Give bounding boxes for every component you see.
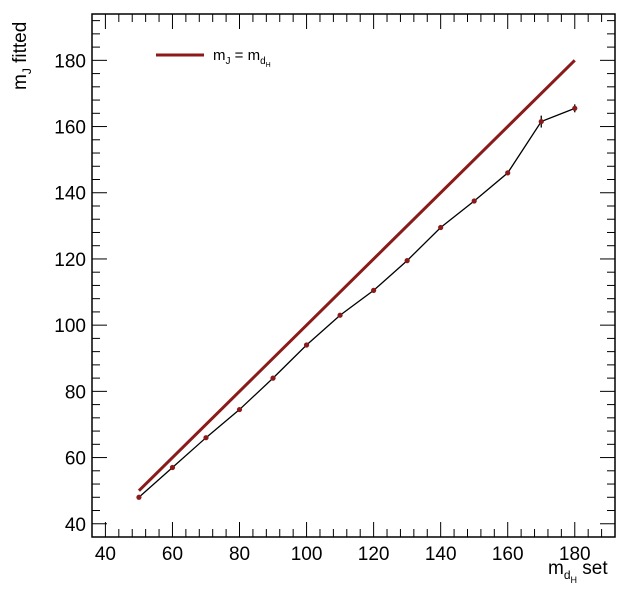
legend-entry: mJ = mdH [213, 47, 271, 69]
data-point [572, 105, 578, 111]
y-tick-label: 180 [54, 51, 86, 72]
data-points [136, 105, 578, 500]
y-tick-label: 140 [54, 184, 86, 205]
x-tick-label: 100 [291, 544, 323, 565]
y-tick-label: 100 [54, 316, 86, 337]
data-point [337, 312, 343, 318]
data-point [371, 287, 377, 293]
x-tick-label: 180 [559, 544, 591, 565]
data-point [203, 435, 209, 441]
x-tick-label: 140 [425, 544, 457, 565]
plot-frame [91, 13, 616, 538]
x-tick-label: 160 [492, 544, 524, 565]
axis-ticks [91, 14, 616, 538]
reference-line [137, 59, 576, 492]
y-axis-label: mJ fitted [10, 22, 34, 90]
y-tick-label: 40 [65, 515, 86, 536]
series-line [138, 107, 576, 498]
x-axis-label: mdH set [548, 558, 608, 585]
data-point [471, 198, 477, 204]
data-point [538, 118, 544, 125]
y-tick-label: 60 [65, 449, 86, 470]
data-point [505, 170, 511, 176]
data-point [236, 406, 243, 413]
y-tick-label: 80 [65, 382, 86, 403]
data-point [270, 375, 276, 381]
x-tick-label: 80 [229, 544, 250, 565]
x-tick-label: 120 [358, 544, 390, 565]
data-point [438, 224, 444, 231]
data-point [136, 494, 142, 500]
data-point [169, 464, 176, 471]
y-tick-label: 160 [54, 118, 86, 139]
data-point [404, 258, 410, 264]
x-tick-label: 60 [162, 544, 183, 565]
tick-labels: 40 60 80 100 120 140 160 180 40 60 80 100 120 140 160 1… [54, 51, 590, 565]
x-tick-label: 40 [95, 544, 116, 565]
data-point [303, 342, 310, 348]
y-tick-label: 120 [54, 250, 86, 271]
